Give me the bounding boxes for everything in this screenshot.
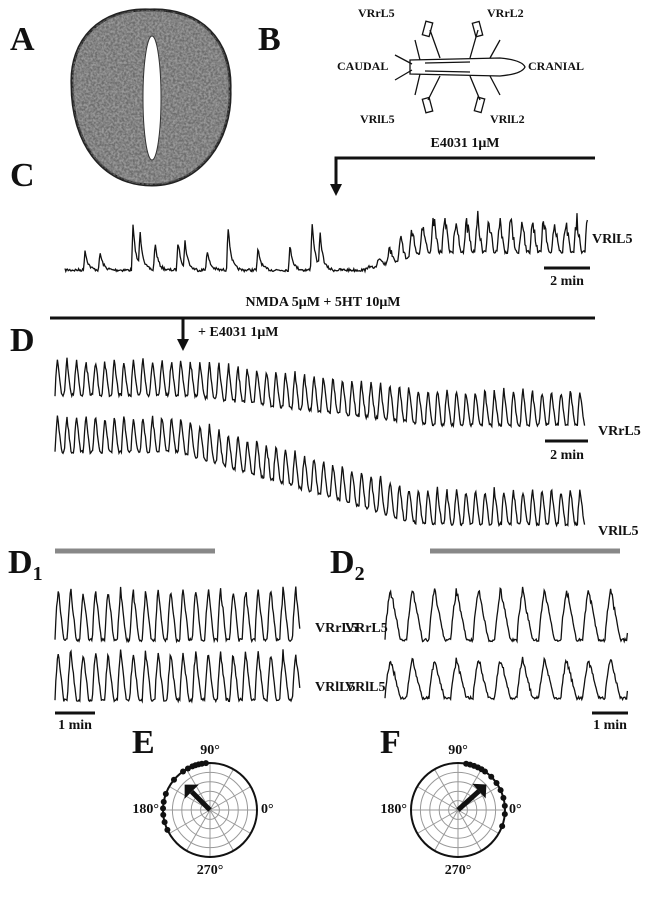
trace (385, 657, 627, 700)
phase-point (499, 823, 505, 829)
panel-label: E (132, 724, 155, 761)
phase-point (171, 777, 177, 783)
trace-label: VRlL5 (345, 680, 385, 695)
drug-label: E4031 1μM (431, 136, 500, 151)
preparation-schematic (395, 21, 525, 113)
trace (385, 587, 627, 642)
axis-label: CRANIAL (528, 59, 584, 73)
polar-plot: 90° 180° 0° 270° (380, 743, 521, 878)
trace (55, 416, 585, 526)
angle-label: 90° (200, 743, 220, 758)
section-image (70, 8, 235, 188)
panel-label: C (10, 157, 35, 194)
panel-label: F (380, 724, 401, 761)
panel-label: A (10, 21, 35, 58)
root-label: VRrL2 (487, 6, 524, 20)
angle-label: 270° (445, 863, 472, 878)
trace (65, 211, 587, 272)
label-subscript: 1 (33, 563, 43, 585)
scale-label: 2 min (550, 448, 584, 463)
phase-point (463, 761, 469, 767)
phase-point (163, 791, 169, 797)
drug-bar (336, 158, 595, 190)
phase-point (494, 780, 500, 786)
axis-label: CAUDAL (337, 59, 388, 73)
scale-label: 2 min (550, 274, 584, 289)
phase-point (498, 787, 504, 793)
label-main: D (8, 544, 33, 581)
phase-point (502, 811, 508, 817)
root-label: VRlL5 (360, 112, 395, 126)
panel-label: D1 (8, 544, 43, 585)
label-main: D (330, 544, 355, 581)
angle-label: 180° (132, 802, 159, 817)
phase-point (160, 812, 166, 818)
drug-label: + E4031 1μM (198, 325, 278, 340)
trace-label: VRlL5 (592, 232, 632, 247)
panel-label: B (258, 21, 281, 58)
root-label: VRlL2 (490, 112, 525, 126)
trace-label: VRrL5 (598, 424, 641, 439)
trace (55, 649, 300, 701)
angle-label: 90° (448, 743, 468, 758)
phase-point (162, 819, 168, 825)
panel-label: D (10, 322, 35, 359)
panel-label: D2 (330, 544, 365, 585)
angle-label: 180° (380, 802, 407, 817)
root-label: VRrL5 (358, 6, 395, 20)
polar-plot: 90° 180° 0° 270° (132, 743, 273, 878)
figure: A B VRrL5 VRrL2 CAUDAL CRANIAL VRlL5 VRl… (0, 0, 656, 911)
phase-point (164, 827, 170, 833)
scale-label: 1 min (593, 718, 627, 733)
trace-label: VRrL5 (345, 621, 388, 636)
phase-point (500, 795, 506, 801)
trace (55, 587, 300, 642)
trace-label: VRlL5 (598, 524, 638, 539)
label-subscript: 2 (355, 563, 365, 585)
phase-point (160, 805, 166, 811)
phase-point (161, 799, 167, 805)
angle-label: 0° (509, 802, 522, 817)
phase-point (180, 768, 186, 774)
trace (55, 358, 585, 427)
scale-label: 1 min (58, 718, 92, 733)
phase-point (502, 803, 508, 809)
bath-label: NMDA 5μM + 5HT 10μM (245, 295, 400, 310)
angle-label: 0° (261, 802, 274, 817)
phase-point (488, 774, 494, 780)
angle-label: 270° (197, 863, 224, 878)
